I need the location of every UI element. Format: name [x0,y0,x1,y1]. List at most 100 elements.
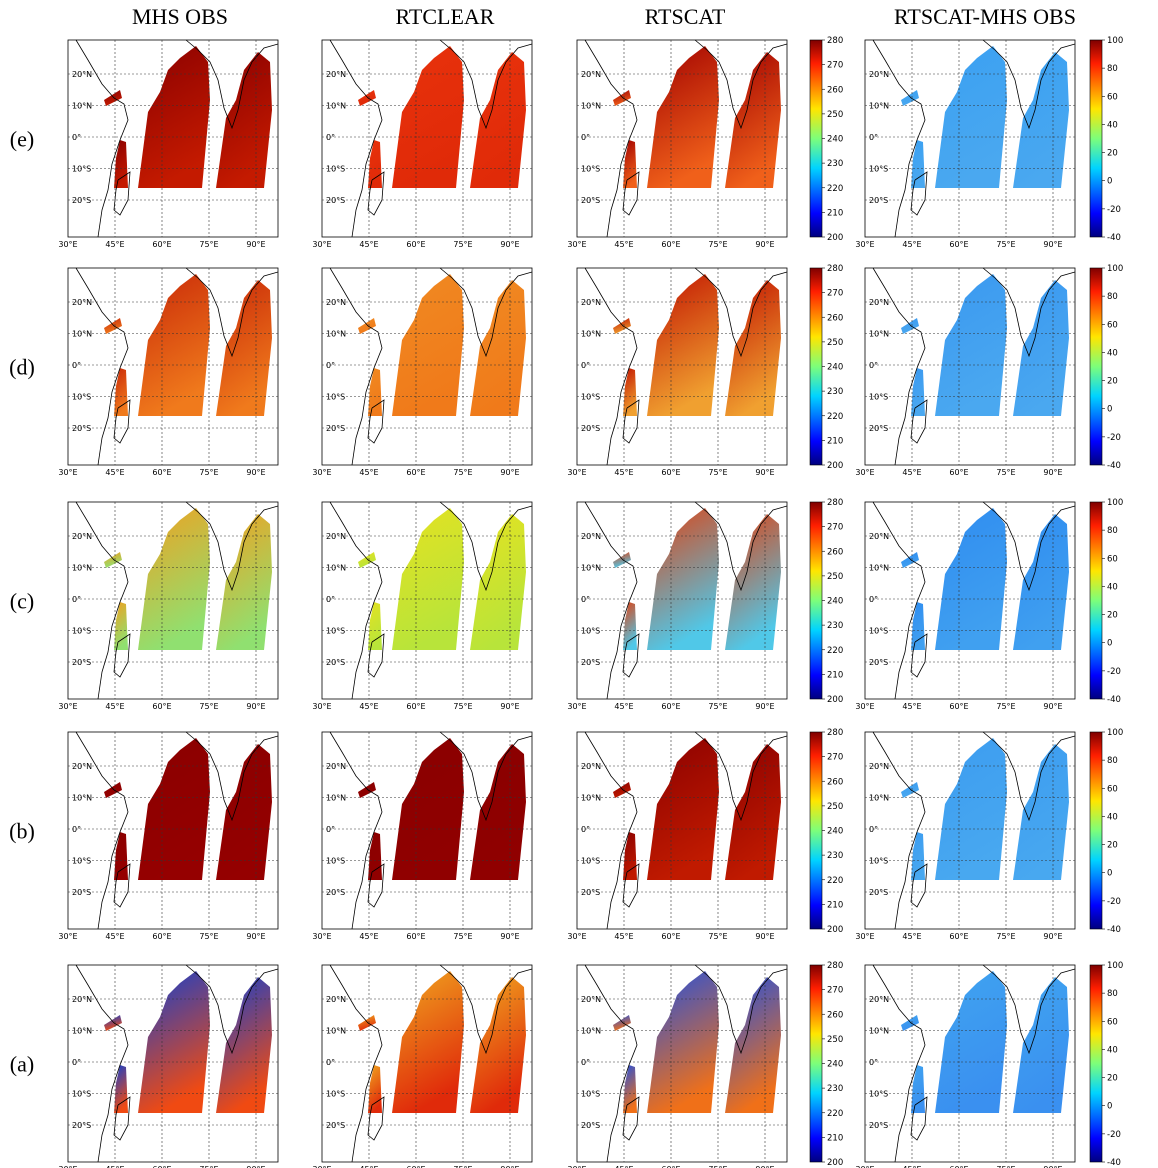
lat-label: 10°S [869,1090,888,1099]
lat-label: 20°S [326,424,345,433]
lat-label: 10°S [581,393,600,402]
lon-label: 90°E [755,240,774,249]
lon-label: 30°E [312,932,331,941]
lat-label: 10°S [869,165,888,174]
colorbar-tick-label: 100 [1107,961,1123,971]
lon-label: 75°E [199,702,218,711]
colorbar-tick-label: 20 [1107,149,1118,159]
colorbar-tick-label: 240 [827,363,843,373]
colorbar-tick-label: 40 [1107,120,1118,130]
colorbar-tick-label: 220 [827,184,843,194]
map-panel: 20°N10°N0°10°S20°S30°E45°E60°E75°E90°E [567,40,787,249]
lat-label: 20°N [581,298,601,307]
lat-label: 10°S [72,165,91,174]
map-panel: 20°N10°N0°10°S20°S30°E45°E60°E75°E90°E [312,965,532,1168]
lon-label: 75°E [708,702,727,711]
colorbar-tick-label: 220 [827,876,843,886]
lat-label: 10°S [326,857,345,866]
lon-label: 90°E [1043,240,1062,249]
lat-label: 0° [326,1058,335,1067]
lon-label: 60°E [152,702,171,711]
row-label: (b) [9,819,35,844]
colorbar-tick-label: 270 [827,523,843,533]
lat-label: 20°S [326,658,345,667]
colorbar [1090,732,1102,929]
lat-label: 20°N [581,70,601,79]
lon-label: 75°E [453,468,472,477]
lat-label: 20°N [72,298,92,307]
lat-label: 10°N [581,102,601,111]
lon-label: 75°E [996,240,1015,249]
lat-label: 0° [581,825,590,834]
lat-label: 20°N [581,532,601,541]
lat-label: 10°N [581,794,601,803]
colorbar-tick-label: 240 [827,597,843,607]
colorbar-tick-label: -40 [1107,461,1121,471]
lon-label: 60°E [661,702,680,711]
lon-label: 90°E [246,932,265,941]
lat-label: 10°S [581,1090,600,1099]
lon-label: 45°E [105,468,124,477]
colorbar-tick-label: 60 [1107,1017,1118,1027]
colorbar-tick-label: 280 [827,728,843,738]
lon-label: 75°E [453,932,472,941]
lat-label: 0° [869,825,878,834]
colorbar [1090,40,1102,237]
lon-label: 60°E [661,468,680,477]
lon-label: 30°E [58,468,77,477]
lon-label: 90°E [246,702,265,711]
lon-label: 60°E [949,702,968,711]
lat-label: 10°N [72,102,92,111]
colorbar [810,965,822,1162]
lon-label: 90°E [246,240,265,249]
colorbar-tick-label: -40 [1107,233,1121,243]
lon-label: 75°E [708,468,727,477]
lon-label: 45°E [902,468,921,477]
lat-label: 10°N [326,1027,346,1036]
map-panel: 20°N10°N0°10°S20°S30°E45°E60°E75°E90°E [855,502,1075,711]
lat-label: 10°N [581,330,601,339]
lat-label: 0° [869,1058,878,1067]
colorbar [1090,965,1102,1162]
lat-label: 10°N [326,102,346,111]
lon-label: 60°E [406,702,425,711]
map-panel: 20°N10°N0°10°S20°S30°E45°E60°E75°E90°E [312,40,532,249]
lon-label: 60°E [406,468,425,477]
lat-label: 20°S [581,658,600,667]
colorbar [810,268,822,465]
lon-label: 90°E [755,932,774,941]
lon-label: 30°E [58,240,77,249]
colorbar [810,40,822,237]
lon-label: 60°E [406,932,425,941]
lat-label: 20°N [869,762,889,771]
colorbar-tick-label: 0 [1107,639,1112,649]
colorbar-tick-label: 220 [827,1109,843,1119]
lon-label: 60°E [406,240,425,249]
lat-label: 20°S [72,888,91,897]
lon-label: 75°E [708,240,727,249]
colorbar-tick-label: 240 [827,827,843,837]
colorbar-tick-label: 210 [827,670,843,680]
colorbar-tick-label: 200 [827,233,843,243]
colorbar-tick-label: 20 [1107,611,1118,621]
lon-label: 30°E [567,468,586,477]
colorbar-tick-label: 240 [827,135,843,145]
lon-label: 90°E [755,702,774,711]
lon-label: 45°E [105,240,124,249]
lat-label: 10°N [869,564,889,573]
colorbar-tick-label: -40 [1107,925,1121,935]
colorbar-tick-label: -20 [1107,897,1121,907]
lat-label: 10°N [72,564,92,573]
lat-label: 10°N [869,794,889,803]
lat-label: 10°S [326,1090,345,1099]
colorbar-tick-label: -40 [1107,695,1121,705]
lat-label: 10°N [869,102,889,111]
lon-label: 60°E [949,240,968,249]
lat-label: 10°S [869,857,888,866]
lon-label: 75°E [453,702,472,711]
lat-label: 20°N [72,762,92,771]
lat-label: 0° [869,133,878,142]
lon-label: 45°E [359,240,378,249]
